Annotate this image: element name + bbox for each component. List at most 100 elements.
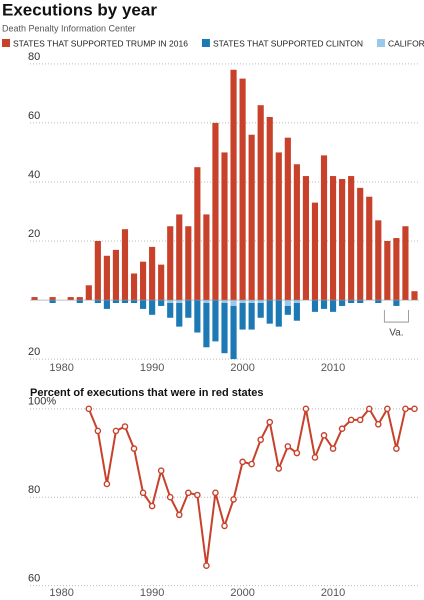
bar [284,137,291,301]
bar [402,226,409,301]
bar [230,305,237,360]
bar [239,78,246,301]
legend-label: STATES THAT SUPPORTED TRUMP IN 2016 [13,38,188,48]
point [347,416,355,424]
bar [293,164,300,301]
bar [94,241,101,301]
legend-swatch [2,39,10,47]
bar [167,300,174,303]
bar [49,300,56,303]
bar [103,300,110,309]
bar [149,246,156,301]
bar [203,303,210,348]
bar [257,300,264,303]
bar [311,300,319,312]
bar [339,300,346,306]
bar [366,196,373,301]
bar [167,303,174,318]
point [94,427,102,435]
bar [212,122,219,301]
bar [230,300,237,306]
bar [284,300,291,306]
point [148,502,156,510]
y-tick-label: 40 [28,169,40,181]
legend-label: CALIFORNIA [388,38,424,48]
point [266,418,274,426]
y-tick-label: 60 [28,572,40,584]
line [87,406,415,566]
y-tick-label: 80 [28,484,40,496]
bar [31,297,38,301]
point [284,443,292,450]
point [203,562,210,569]
bar [257,303,264,318]
point [212,489,219,497]
x-tick-label: 2010 [321,587,345,599]
point [311,454,319,461]
x-tick-label: 1990 [140,362,164,374]
point [248,460,255,468]
bar [275,300,282,327]
point [329,445,337,452]
bar [320,300,328,309]
bar [67,297,74,301]
point [384,405,391,413]
y-tick-label: 80 [28,51,40,63]
x-tick-label: 2010 [321,362,345,374]
bar [293,303,300,321]
x-tick-label: 1990 [140,587,164,599]
point [230,496,237,503]
bar [121,300,129,303]
bar [375,220,382,301]
bar [130,300,138,303]
point [221,522,228,530]
point [393,445,400,452]
bar [185,300,192,318]
chart-subtitle: Death Penalty Information Center [2,23,136,33]
bar [76,297,83,301]
bar [203,214,210,301]
point [175,511,183,519]
bar [76,300,83,303]
point [411,405,418,413]
bar [158,264,165,301]
point [103,480,111,488]
legend-label: STATES THAT SUPPORTED CLINTON [213,38,363,48]
bar [167,226,174,301]
bar [348,300,355,303]
bar [194,167,201,301]
point [365,405,373,413]
point [157,467,165,474]
point [374,421,382,428]
y-tick-label: 100% [28,396,56,408]
bar [284,305,291,315]
bar [393,238,400,301]
bar [140,300,147,309]
bar [85,285,92,301]
bar [221,152,228,301]
point [85,405,93,413]
bar [275,152,282,301]
bar [94,300,101,303]
bar [339,179,346,301]
bar [239,303,246,330]
x-tick-label: 2000 [230,362,254,374]
point [121,423,129,430]
point [293,449,301,457]
legend-swatch [376,39,385,47]
bar [230,69,237,301]
y-tick-label: 20 [28,346,40,358]
bar [103,255,110,301]
bar [176,303,183,327]
bar [375,300,382,303]
point [112,427,120,435]
bar [149,300,156,315]
bar [176,214,183,301]
bar [329,300,337,312]
point [402,405,409,413]
point [239,458,246,466]
bar [49,297,56,301]
annotation-bracket [383,310,409,323]
bar [248,303,255,330]
